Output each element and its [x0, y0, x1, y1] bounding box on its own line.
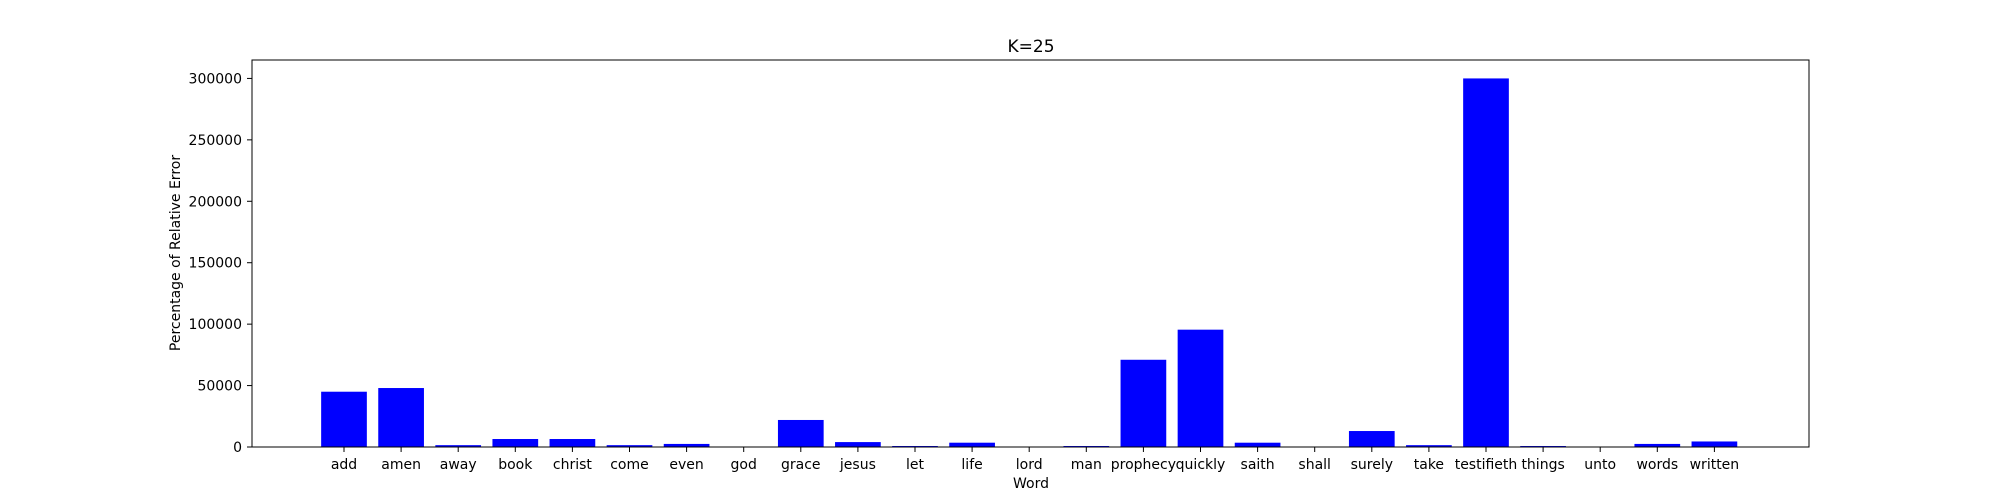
bar-words: [1634, 443, 1681, 447]
x-tick-label: life: [961, 457, 982, 473]
y-tick-label: 100000: [189, 317, 242, 333]
bar-away: [435, 445, 482, 447]
plot-frame: [251, 59, 1810, 448]
x-tick-label: unto: [1584, 457, 1616, 473]
bar-written: [1691, 441, 1738, 447]
x-tick-label: things: [1521, 457, 1564, 473]
bar-testifieth: [1463, 78, 1509, 447]
bar-surely: [1348, 431, 1395, 447]
bar-come: [606, 445, 653, 447]
x-tick-label: man: [1071, 457, 1102, 473]
x-tick-label: prophecy: [1111, 457, 1176, 473]
bar-life: [949, 442, 995, 447]
x-tick-label: grace: [781, 457, 821, 473]
x-tick-label: words: [1636, 457, 1678, 473]
x-tick-label: amen: [381, 457, 421, 473]
bar-christ: [549, 439, 596, 447]
x-tick-label: let: [906, 457, 925, 473]
x-tick-label: saith: [1241, 457, 1275, 473]
x-tick-label: even: [669, 457, 703, 473]
y-axis-label: Percentage of Relative Error: [168, 155, 184, 351]
x-tick-label: written: [1690, 457, 1740, 473]
bar-book: [492, 439, 539, 447]
y-tick-label: 50000: [197, 379, 242, 395]
bars-group: [321, 78, 1738, 447]
x-tick-label: lord: [1016, 457, 1043, 473]
x-tick-label: testifieth: [1455, 457, 1518, 473]
x-tick-label: surely: [1351, 457, 1393, 473]
bar-grace: [777, 419, 824, 447]
x-axis: add amen away book christ come even god grace jes…: [331, 447, 1739, 473]
bar-even: [663, 443, 710, 447]
bar-saith: [1234, 442, 1281, 447]
x-tick-label: book: [498, 457, 533, 473]
x-tick-label: jesus: [839, 457, 876, 473]
x-axis-label: Word: [1013, 476, 1049, 492]
y-tick-label: 200000: [189, 194, 242, 210]
x-tick-label: add: [331, 457, 357, 473]
y-tick-label: 250000: [189, 133, 242, 149]
bar-prophecy: [1120, 359, 1167, 447]
x-tick-label: come: [610, 457, 649, 473]
y-tick-label: 0: [233, 440, 242, 456]
bar-add: [321, 391, 367, 447]
chart-title: K=25: [1007, 37, 1054, 57]
bar-amen: [378, 388, 424, 447]
bar-jesus: [835, 442, 881, 447]
x-tick-label: away: [440, 457, 477, 473]
bar-take: [1406, 445, 1452, 447]
x-tick-label: take: [1414, 457, 1444, 473]
y-axis: 0 50000 100000 150000 200000 250000 300000: [189, 71, 252, 456]
y-tick-label: 300000: [189, 71, 242, 87]
x-tick-label: god: [731, 457, 757, 473]
x-tick-label: christ: [553, 457, 593, 473]
x-tick-label: shall: [1298, 457, 1331, 473]
y-tick-label: 150000: [189, 256, 242, 272]
bar-quickly: [1177, 329, 1224, 447]
x-tick-label: quickly: [1176, 457, 1226, 473]
